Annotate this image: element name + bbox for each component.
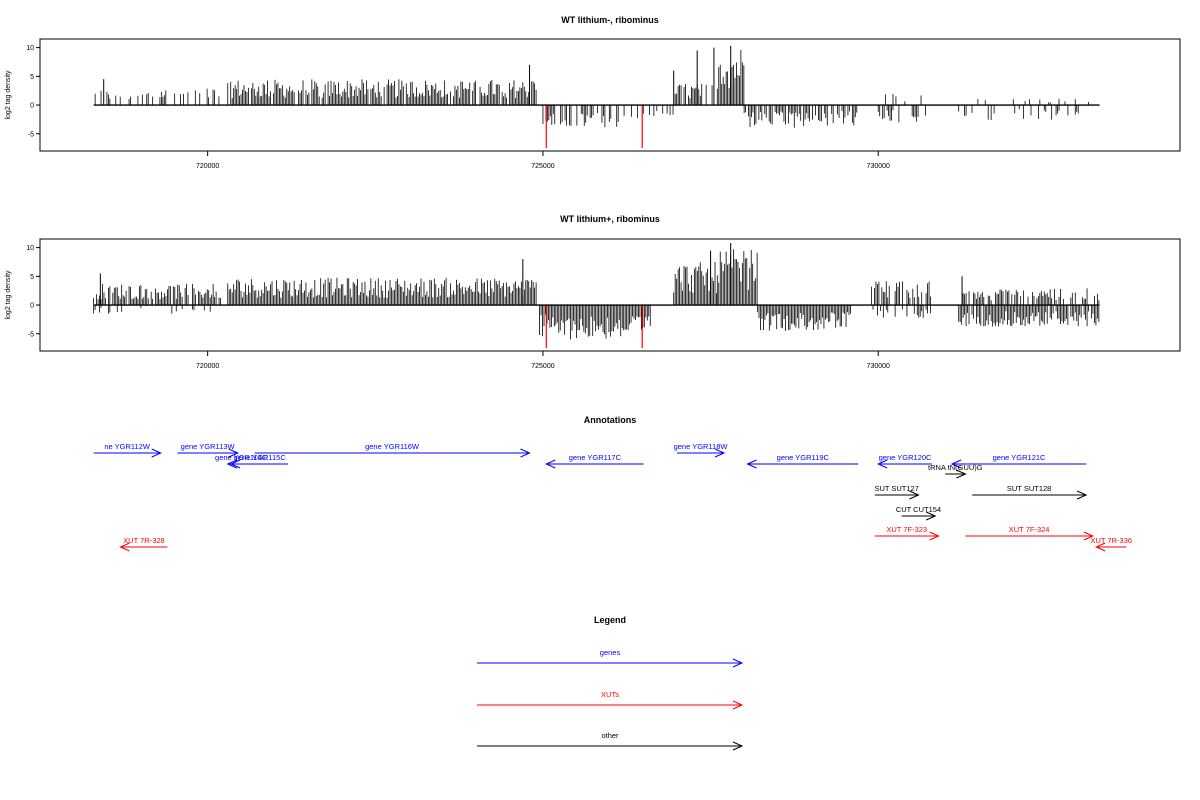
- y-axis: -5 0 5 10: [26, 245, 40, 338]
- feature-arrowhead: [1094, 542, 1106, 552]
- y-tick-label: 10: [26, 245, 34, 252]
- signal-bars: [94, 45, 1089, 149]
- feature-arrowhead: [714, 448, 726, 458]
- feature-label: XUT 7R-336: [1090, 536, 1132, 545]
- y-tick-label: -5: [28, 331, 34, 338]
- legend-item: XUTs: [477, 690, 744, 710]
- track-panel-lithium-minus: WT lithium-, ribominus log2 tag density …: [5, 15, 1181, 170]
- feature-arrowhead: [746, 459, 757, 469]
- legend-item: genes: [477, 648, 744, 668]
- feature: gene YGR118W: [674, 442, 729, 458]
- y-axis: -5 0 5 10: [26, 45, 40, 138]
- feature-label: gene YGR114C: [215, 453, 268, 462]
- feature-label: gene YGR119C: [777, 453, 830, 462]
- feature: XUT 7F-323: [874, 525, 940, 541]
- x-tick-label: 725000: [531, 363, 554, 370]
- y-axis-label: log2 tag density: [5, 270, 12, 320]
- x-axis: 720000 725000 730000: [196, 151, 890, 170]
- feature-arrowhead: [228, 448, 240, 458]
- feature: tRNA tN(GUU)G: [928, 463, 983, 479]
- feature-label: XUT 7R-328: [123, 536, 165, 545]
- feature-label: gene YGR113W: [181, 442, 236, 451]
- feature-label: SUT SUT128: [1007, 484, 1051, 493]
- legend-title: Legend: [594, 615, 626, 625]
- y-axis-label: log2 tag density: [5, 70, 12, 120]
- feature-label: XUT 7F-323: [886, 525, 927, 534]
- feature: gene YGR113W: [177, 442, 240, 458]
- feature-arrowhead: [1083, 531, 1095, 541]
- feature-label: gene YGR115C: [233, 453, 286, 462]
- y-tick-label: -5: [28, 131, 34, 138]
- legend-label: genes: [600, 648, 621, 657]
- signal-bars: [93, 243, 1100, 349]
- y-tick-label: 0: [30, 303, 34, 310]
- x-tick-label: 720000: [196, 163, 219, 170]
- feature-arrowhead: [151, 448, 162, 458]
- legend-arrowhead: [732, 700, 744, 710]
- track-panel-lithium-plus: WT lithium+, ribominus log2 tag density …: [5, 214, 1181, 370]
- feature-arrowhead: [926, 511, 937, 521]
- feature: gene YGR119C: [746, 453, 859, 469]
- plot-frame: [39, 238, 1181, 352]
- feature: gene YGR116W: [254, 442, 531, 458]
- feature-arrowhead: [229, 459, 241, 469]
- legend-arrowhead: [732, 741, 744, 751]
- feature-label: gene YGR120C: [879, 453, 932, 462]
- x-tick-label: 720000: [196, 363, 219, 370]
- feature-label: gene YGR121C: [993, 453, 1046, 462]
- feature: XUT 7R-336: [1090, 536, 1132, 552]
- annotations-panel: Annotations ne YGR112W gene YGR113W gene Y…: [93, 415, 1132, 552]
- feature-label: ne YGR112W: [104, 442, 150, 451]
- feature: XUT 7F-324: [965, 525, 1095, 541]
- feature: SUT SUT128: [972, 484, 1088, 500]
- feature-label: CUT CUT154: [896, 505, 941, 514]
- feature-label: gene YGR118W: [674, 442, 729, 451]
- feature: gene YGR120C: [877, 453, 932, 469]
- plot-frame: [39, 38, 1181, 152]
- x-tick-label: 730000: [867, 363, 890, 370]
- feature-label: SUT SUT127: [874, 484, 918, 493]
- feature: ne YGR112W: [93, 442, 162, 458]
- feature: XUT 7R-328: [119, 536, 168, 552]
- x-tick-label: 725000: [531, 163, 554, 170]
- feature-arrowhead: [929, 531, 940, 541]
- feature-arrowhead: [877, 459, 888, 469]
- legend: Legend genes XUTs other: [477, 615, 744, 751]
- feature: CUT CUT154: [896, 505, 941, 521]
- y-tick-label: 0: [30, 103, 34, 110]
- legend-items: genes XUTs other: [477, 648, 744, 751]
- feature-arrowhead: [119, 542, 130, 552]
- panel-title: WT lithium-, ribominus: [561, 15, 659, 25]
- feature-label: XUT 7F-324: [1009, 525, 1050, 534]
- y-tick-label: 5: [30, 274, 34, 281]
- feature-label: tRNA tN(GUU)G: [928, 463, 983, 472]
- legend-label: other: [601, 731, 619, 740]
- panel-title: WT lithium+, ribominus: [560, 214, 660, 224]
- legend-item: other: [477, 731, 744, 751]
- x-axis: 720000 725000 730000: [196, 351, 890, 370]
- y-tick-label: 10: [26, 45, 34, 52]
- legend-arrowhead: [732, 658, 744, 668]
- feature: gene YGR117C: [545, 453, 644, 469]
- feature-label: gene YGR117C: [569, 453, 622, 462]
- legend-label: XUTs: [601, 690, 619, 699]
- x-tick-label: 730000: [867, 163, 890, 170]
- feature: gene YGR121C: [950, 453, 1087, 469]
- feature: SUT SUT127: [874, 484, 920, 500]
- annotations-title: Annotations: [584, 415, 637, 425]
- feature-arrowhead: [520, 448, 531, 458]
- feature-arrowhead: [1076, 490, 1088, 500]
- feature-arrowhead: [956, 469, 967, 479]
- feature-arrowhead: [909, 490, 920, 500]
- feature-arrowhead: [226, 459, 237, 469]
- feature-label: gene YGR116W: [365, 442, 420, 451]
- feature: gene YGR115C: [229, 453, 289, 469]
- feature-arrowhead: [950, 459, 962, 469]
- y-tick-label: 5: [30, 74, 34, 81]
- feature-arrowhead: [545, 459, 556, 469]
